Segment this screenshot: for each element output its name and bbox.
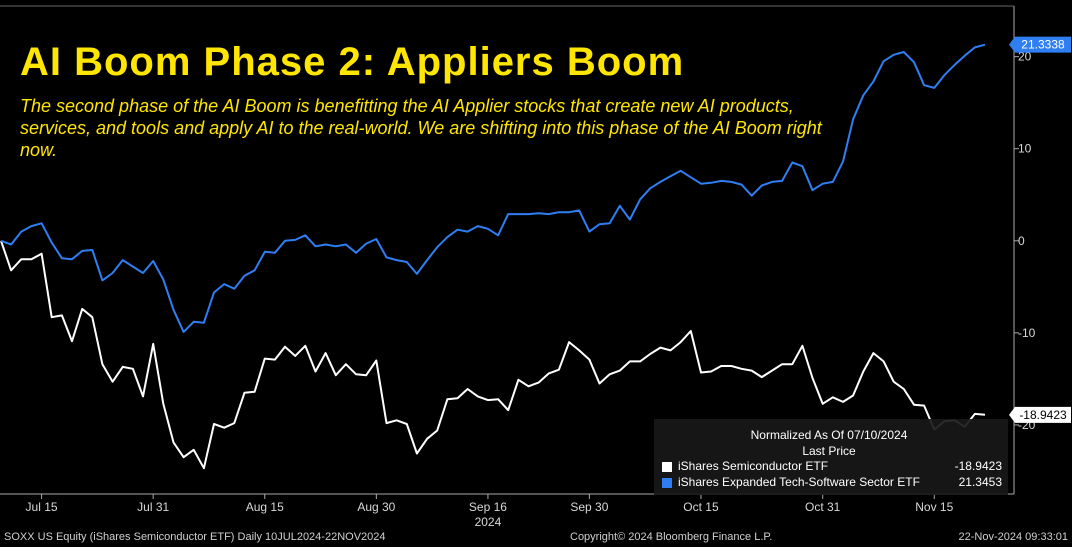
series-line-1 [0,43,986,333]
legend-header-last-price: Last Price [802,444,856,458]
y-tick-label: 20 [1018,50,1032,64]
legend-header-normalized: Normalized As Of 07/10/2024 [750,428,908,442]
x-year-label: 2024 [475,515,502,529]
legend-value-igv: 21.3453 [958,475,1002,489]
x-tick-label: Nov 15 [915,500,953,514]
y-tick-label: 0 [1018,234,1025,248]
badge-bg-0 [1009,406,1071,423]
x-tick-label: Sep 30 [570,500,608,514]
legend-label-igv: iShares Expanded Tech-Software Sector ET… [678,475,920,489]
y-tick-label: 10 [1018,142,1032,156]
y-tick-label: -10 [1018,326,1036,340]
legend-entry-soxx: iShares Semiconductor ETF -18.9423 [662,459,1002,475]
x-tick-label: Aug 15 [246,500,284,514]
legend-label-soxx: iShares Semiconductor ETF [678,459,829,473]
series-lines [0,43,986,470]
last-value-badges: -18.9423 21.3338 [1009,36,1071,423]
x-tick-label: Oct 15 [683,500,719,514]
chart-subtitle: The second phase of the AI Boom is benef… [20,96,822,160]
x-tick-label: Aug 30 [357,500,395,514]
x-axis-ticks: Jul 15 Jul 31 Aug 15 Aug 30 Sep 16 Sep 30 Oct … [26,494,954,529]
x-tick-label: Jul 31 [137,500,169,514]
x-tick-label: Jul 15 [26,500,58,514]
footer-security-info: SOXX US Equity (iShares Semiconductor ET… [4,531,386,543]
legend-swatch-igv [662,478,672,488]
x-tick-label: Oct 31 [805,500,841,514]
chart-title: AI Boom Phase 2: Appliers Boom [20,40,685,84]
badge-bg-1 [1009,36,1071,53]
badge-label-0: -18.9423 [1019,408,1067,422]
legend-entry-igv: iShares Expanded Tech-Software Sector ET… [662,475,1002,491]
footer-copyright: Copyright© 2024 Bloomberg Finance L.P. [570,531,773,543]
badge-label-1: 21.3338 [1021,38,1065,52]
footer-timestamp: 22-Nov-2024 09:33:01 [958,531,1068,543]
series-line-0 [0,240,986,470]
x-tick-label: Sep 16 [469,500,507,514]
legend-swatch-soxx [662,462,672,472]
legend-value-soxx: -18.9423 [954,459,1002,473]
legend-box: Normalized As Of 07/10/2024 Last Price i… [654,419,1008,495]
